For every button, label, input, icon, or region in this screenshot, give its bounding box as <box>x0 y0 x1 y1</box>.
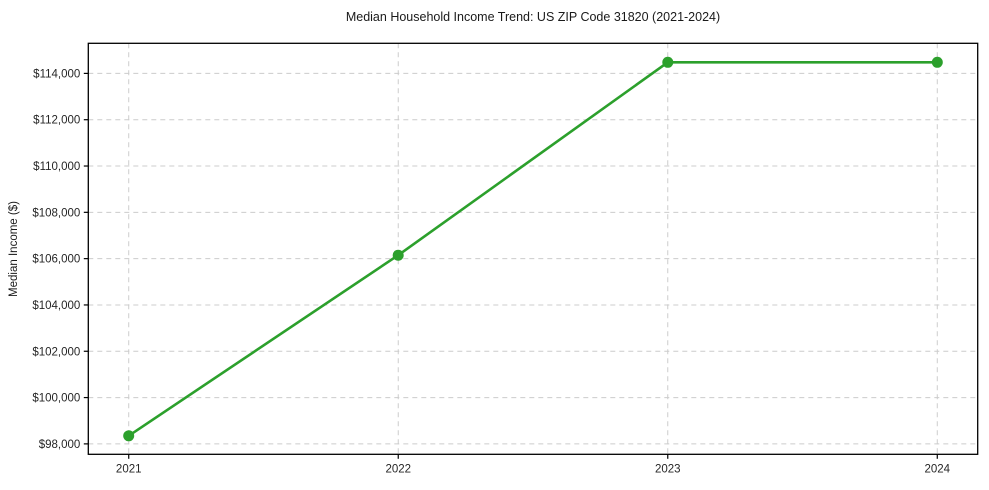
data-point <box>662 56 674 68</box>
y-tick-label: $114,000 <box>33 68 80 80</box>
x-tick-label: 2024 <box>924 463 950 475</box>
x-tick-label: 2022 <box>385 463 411 475</box>
y-tick-label: $106,000 <box>32 254 80 266</box>
data-point <box>123 430 135 442</box>
y-tick-label: $98,000 <box>39 439 81 451</box>
y-tick-label: $110,000 <box>33 161 80 173</box>
y-tick-label: $108,000 <box>32 207 80 219</box>
x-tick-label: 2021 <box>116 463 142 475</box>
x-tick-label: 2023 <box>655 463 681 475</box>
data-point <box>931 56 943 68</box>
y-axis-label: Median Income ($) <box>8 201 20 297</box>
y-tick-label: $104,000 <box>32 300 80 312</box>
y-tick-label: $102,000 <box>32 346 80 358</box>
y-tick-label: $100,000 <box>32 393 80 405</box>
data-line <box>127 61 939 438</box>
y-tick-label: $112,000 <box>33 115 80 127</box>
data-point <box>392 249 404 261</box>
chart-title: Median Household Income Trend: US ZIP Co… <box>345 10 721 24</box>
plot-border <box>87 42 979 455</box>
